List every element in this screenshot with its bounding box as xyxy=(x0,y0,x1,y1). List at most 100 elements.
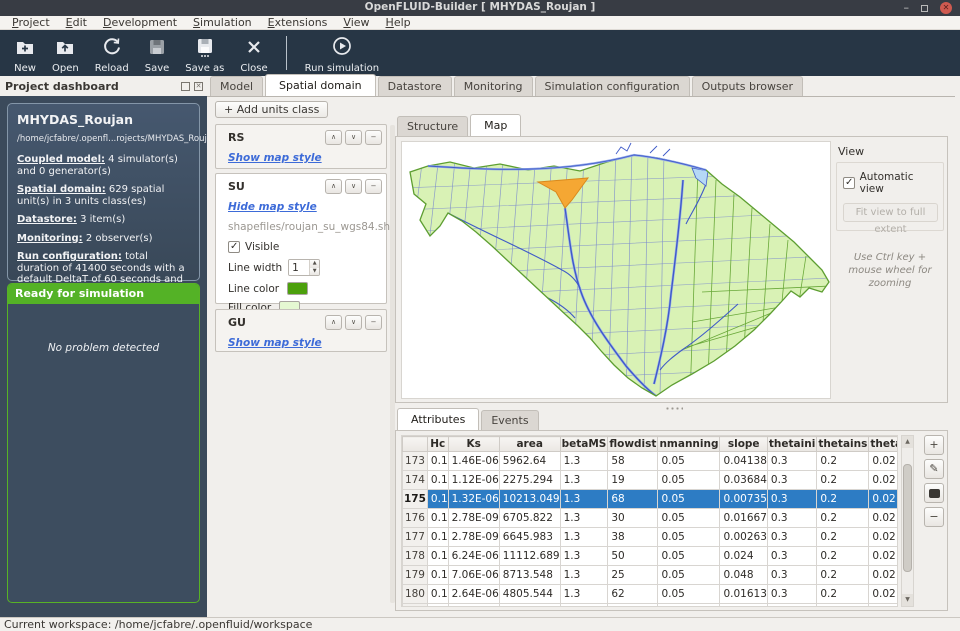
horizontal-splitter[interactable] xyxy=(395,406,948,411)
table-cell[interactable]: 0.2 xyxy=(816,451,870,471)
table-cell[interactable]: 68 xyxy=(607,489,659,509)
table-cell[interactable]: 30 xyxy=(607,508,659,528)
table-cell[interactable]: 19 xyxy=(607,470,659,490)
table-row[interactable]: 178 0.1 6.24E-06 11112.689 1.3 50 0.05 0.024 0.3… xyxy=(402,546,897,566)
menu-project[interactable]: Project xyxy=(12,16,50,29)
table-row[interactable]: 179 0.1 7.06E-06 8713.548 1.3 25 0.05 0.048 0.3 0… xyxy=(402,565,897,585)
table-cell[interactable]: 0.1 xyxy=(426,470,449,490)
table-cell[interactable]: 0.1 xyxy=(426,489,449,509)
table-cell[interactable]: 0.2 xyxy=(816,508,870,528)
table-cell[interactable]: 4805.544 xyxy=(498,584,561,604)
table-cell[interactable]: 1.3 xyxy=(559,489,609,509)
add-units-class-button[interactable]: + Add units class xyxy=(215,101,329,118)
column-header-flowdist[interactable]: flowdist xyxy=(607,436,659,452)
units-scrollbar[interactable] xyxy=(390,125,395,603)
table-cell[interactable]: 0.02 xyxy=(868,546,897,566)
line-width-input[interactable] xyxy=(289,260,310,275)
menu-simulation[interactable]: Simulation xyxy=(193,16,252,29)
tab-outputs-browser[interactable]: Outputs browser xyxy=(691,76,804,96)
move-up-button[interactable]: ∧ xyxy=(325,130,342,145)
move-up-button[interactable]: ∧ xyxy=(325,315,342,330)
table-cell[interactable]: 3992.095 xyxy=(498,603,561,606)
save-as-button[interactable]: Save as xyxy=(177,32,232,74)
table-cell[interactable]: 0.05 xyxy=(657,489,721,509)
run-simulation-button[interactable]: Run simulation xyxy=(297,32,387,74)
table-cell[interactable]: 1.32E-06 xyxy=(447,489,500,509)
table-cell[interactable]: 38 xyxy=(607,527,659,547)
table-cell[interactable]: 0.05 xyxy=(657,546,721,566)
table-cell[interactable]: 0.02 xyxy=(868,508,897,528)
move-up-button[interactable]: ∧ xyxy=(325,179,342,194)
save-button[interactable]: Save xyxy=(137,32,178,74)
tab-attributes[interactable]: Attributes xyxy=(397,408,480,430)
table-cell[interactable]: 0.05 xyxy=(657,527,721,547)
move-down-button[interactable]: ∨ xyxy=(345,315,362,330)
automatic-view-checkbox[interactable] xyxy=(843,177,855,189)
table-cell[interactable]: 1.3 xyxy=(559,451,609,471)
table-cell[interactable]: 0.05 xyxy=(657,584,721,604)
rename-attribute-button[interactable] xyxy=(924,483,944,503)
menu-extensions[interactable]: Extensions xyxy=(267,16,328,29)
table-cell[interactable]: 0.1 xyxy=(426,546,449,566)
table-cell[interactable]: 0.1 xyxy=(426,565,449,585)
table-cell[interactable]: 0.02 xyxy=(868,470,897,490)
column-header-nmanning[interactable]: nmanning xyxy=(657,436,721,452)
table-cell[interactable]: 0.024 xyxy=(719,546,768,566)
table-cell[interactable]: 6645.983 xyxy=(498,527,561,547)
table-cell[interactable]: 0.02 xyxy=(868,451,897,471)
table-cell[interactable]: 0.2 xyxy=(816,603,870,606)
table-row[interactable]: 1810.15.80E-063992.0951.351.50.050.02524… xyxy=(402,603,897,606)
spin-up-icon[interactable]: ▲ xyxy=(310,260,320,268)
remove-attribute-button[interactable]: − xyxy=(924,507,944,527)
table-cell[interactable]: 0.2 xyxy=(816,565,870,585)
table-cell[interactable]: 6.24E-06 xyxy=(447,546,500,566)
scrollbar-thumb[interactable] xyxy=(903,464,912,572)
table-row[interactable]: 173 0.1 1.46E-06 5962.64 1.3 58 0.05 0.04138 0.3… xyxy=(402,451,897,471)
table-cell[interactable]: 0.01667 xyxy=(719,508,768,528)
move-down-button[interactable]: ∨ xyxy=(345,130,362,145)
table-cell[interactable]: 0.3 xyxy=(766,603,818,606)
table-cell[interactable]: 0.05 xyxy=(657,470,721,490)
tab-events[interactable]: Events xyxy=(481,410,539,430)
table-cell[interactable]: 0.02 xyxy=(868,489,897,509)
table-cell[interactable]: 1.3 xyxy=(559,565,609,585)
table-cell[interactable]: 0.04138 xyxy=(719,451,768,471)
table-cell[interactable]: 0.1 xyxy=(426,451,449,471)
scroll-down-icon[interactable]: ▼ xyxy=(902,594,913,606)
fit-view-button[interactable]: Fit view to full extent xyxy=(843,203,938,235)
table-cell[interactable]: 0.3 xyxy=(766,508,818,528)
remove-class-button[interactable]: − xyxy=(365,130,382,145)
table-cell[interactable]: 0.05 xyxy=(657,603,721,606)
tab-monitoring[interactable]: Monitoring xyxy=(453,76,533,96)
table-cell[interactable]: 0.2 xyxy=(816,470,870,490)
minimize-icon[interactable]: – xyxy=(903,1,910,14)
table-cell[interactable]: 0.00735 xyxy=(719,489,768,509)
table-cell[interactable]: 0.05 xyxy=(657,508,721,528)
restore-icon[interactable] xyxy=(921,4,928,12)
table-row[interactable]: 176 0.1 2.78E-09 6705.822 1.3 30 0.05 0.01667 0.… xyxy=(402,508,897,528)
table-cell[interactable]: 0.3 xyxy=(766,565,818,585)
menu-view[interactable]: View xyxy=(343,16,370,29)
table-cell[interactable]: 10213.049 xyxy=(498,489,561,509)
table-row[interactable]: 177 0.1 2.78E-09 6645.983 1.3 38 0.05 0.00263 0.… xyxy=(402,527,897,547)
table-cell[interactable]: 2275.294 xyxy=(498,470,561,490)
table-cell[interactable]: 0.05 xyxy=(657,565,721,585)
table-row[interactable]: 175 0.1 1.32E-06 10213.049 1.3 68 0.05 0.00735 0… xyxy=(402,489,897,509)
table-cell[interactable]: 0.2 xyxy=(816,489,870,509)
table-cell[interactable]: 0.2 xyxy=(816,546,870,566)
table-row[interactable]: 180 0.1 2.64E-06 4805.544 1.3 62 0.05 0.01613 0.… xyxy=(402,584,897,604)
remove-class-button[interactable]: − xyxy=(365,179,382,194)
visible-checkbox[interactable] xyxy=(228,241,240,253)
table-cell[interactable]: 1.3 xyxy=(559,527,609,547)
map-canvas[interactable] xyxy=(401,141,831,399)
table-cell[interactable]: 0.3 xyxy=(766,470,818,490)
column-header-thetares[interactable]: thetares xyxy=(868,436,897,452)
table-cell[interactable]: 1.3 xyxy=(559,584,609,604)
table-cell[interactable]: 0.1 xyxy=(426,508,449,528)
table-cell[interactable]: 1.3 xyxy=(559,508,609,528)
table-cell[interactable]: 0.1 xyxy=(426,603,449,606)
column-header-Ks[interactable]: Ks xyxy=(447,436,500,452)
table-cell[interactable]: 0.2 xyxy=(816,584,870,604)
table-cell[interactable]: 0.00263 xyxy=(719,527,768,547)
close-project-button[interactable]: Close xyxy=(232,32,275,74)
